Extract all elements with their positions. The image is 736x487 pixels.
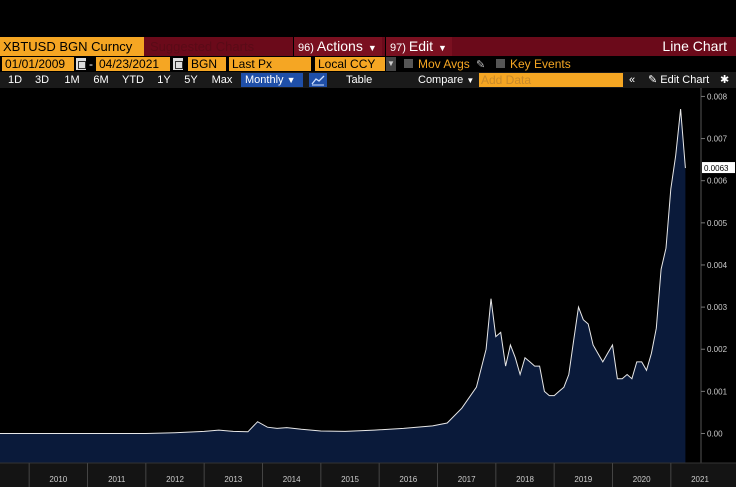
chevron-down-icon: ▼ <box>466 76 475 85</box>
actions-shortcut: 96) <box>298 42 314 54</box>
period-1m[interactable]: 1M <box>64 74 80 86</box>
add-data-input[interactable]: Add Data <box>479 73 623 87</box>
y-tick-label: 0.008 <box>707 92 728 101</box>
chevron-down-icon: ▼ <box>367 43 377 53</box>
currency-field[interactable]: Local CCY <box>315 57 385 71</box>
calendar-icon[interactable] <box>173 58 183 70</box>
key-events-checkbox[interactable] <box>496 59 505 68</box>
compare-dropdown[interactable]: Compare ▼ <box>418 72 474 88</box>
y-tick-label: 0.001 <box>707 387 728 396</box>
mov-avgs-label[interactable]: Mov Avgs <box>418 57 470 71</box>
x-tick-label: 2016 <box>399 475 417 484</box>
source-field[interactable]: BGN <box>188 57 226 71</box>
x-tick-label: 2014 <box>283 475 301 484</box>
x-tick-label: 2013 <box>224 475 242 484</box>
gear-icon[interactable]: ✱ <box>720 74 730 86</box>
mov-avgs-checkbox[interactable] <box>404 59 413 68</box>
calendar-icon[interactable] <box>76 58 86 70</box>
last-value-label: 0.0063 <box>704 164 729 173</box>
compare-label: Compare <box>418 74 464 86</box>
view-title: Line Chart <box>662 38 727 54</box>
chevron-down-icon: ▼ <box>438 43 447 53</box>
chevron-down-icon[interactable]: ▼ <box>386 57 396 71</box>
edit-chart-button[interactable]: ✎ Edit Chart <box>648 72 709 88</box>
x-tick-label: 2010 <box>49 475 67 484</box>
period-5y[interactable]: 5Y <box>184 74 198 86</box>
x-tick-label: 2018 <box>516 475 534 484</box>
x-tick-label: 2021 <box>691 475 709 484</box>
key-events-label[interactable]: Key Events <box>510 57 571 71</box>
edit-menu[interactable]: 97) Edit ▼ <box>385 37 452 56</box>
period-ytd[interactable]: YTD <box>122 74 144 86</box>
y-tick-label: 0.004 <box>707 261 728 270</box>
date-separator: - <box>89 57 93 71</box>
x-tick-label: 2015 <box>341 475 359 484</box>
table-button[interactable]: Table <box>346 74 373 86</box>
period-1d[interactable]: 1D <box>7 74 23 86</box>
edit-chart-label: Edit Chart <box>660 74 710 86</box>
pencil-icon[interactable]: ✎ <box>476 59 486 71</box>
price-chart[interactable]: 0.00 0.001 0.002 0.003 0.004 0.005 0.006 0.007 0… <box>0 88 736 487</box>
y-tick-label: 0.006 <box>707 177 728 186</box>
price-line <box>0 109 686 434</box>
edit-shortcut: 97) <box>390 42 406 54</box>
ticker-field[interactable]: XBTUSD BGN Curncy <box>0 37 144 56</box>
settings-bar: 01/01/2009 - 04/23/2021 BGN Last Px Loca… <box>0 56 736 72</box>
frequency-label: Monthly <box>245 74 284 86</box>
y-tick-label: 0.002 <box>707 345 728 354</box>
price-area <box>0 109 686 463</box>
y-tick-label: 0.00 <box>707 430 723 439</box>
frequency-dropdown[interactable]: Monthly ▼ <box>241 73 303 87</box>
x-tick-label: 2017 <box>458 475 476 484</box>
period-1y[interactable]: 1Y <box>157 74 171 86</box>
actions-menu[interactable]: 96) Actions ▼ <box>293 37 382 56</box>
x-tick-label: 2012 <box>166 475 184 484</box>
period-6m[interactable]: 6M <box>93 74 109 86</box>
line-chart-icon[interactable] <box>309 73 327 87</box>
period-bar: 1D 3D 1M 6M YTD 1Y 5Y Max Monthly ▼ Tabl… <box>0 72 736 88</box>
edit-label: Edit <box>408 38 434 54</box>
end-date-field[interactable]: 04/23/2021 <box>96 57 170 71</box>
y-tick-label: 0.005 <box>707 219 728 228</box>
menu-bar: XBTUSD BGN Curncy Suggested Charts 96) Ac… <box>0 37 736 56</box>
field-selector[interactable]: Last Px <box>229 57 311 71</box>
y-tick-label: 0.007 <box>707 135 728 144</box>
collapse-icon[interactable]: « <box>629 74 636 86</box>
period-max[interactable]: Max <box>211 74 233 86</box>
pencil-icon: ✎ <box>648 74 658 86</box>
x-tick-label: 2020 <box>633 475 651 484</box>
actions-label: Actions <box>316 38 363 54</box>
suggested-charts-button[interactable]: Suggested Charts <box>150 39 255 54</box>
x-tick-label: 2019 <box>574 475 592 484</box>
period-3d[interactable]: 3D <box>34 74 50 86</box>
start-date-field[interactable]: 01/01/2009 <box>2 57 74 71</box>
y-tick-label: 0.003 <box>707 303 728 312</box>
x-axis-strip <box>0 463 736 487</box>
x-tick-label: 2011 <box>108 475 126 484</box>
chevron-down-icon: ▼ <box>286 75 296 85</box>
last-value-badge <box>702 162 735 174</box>
